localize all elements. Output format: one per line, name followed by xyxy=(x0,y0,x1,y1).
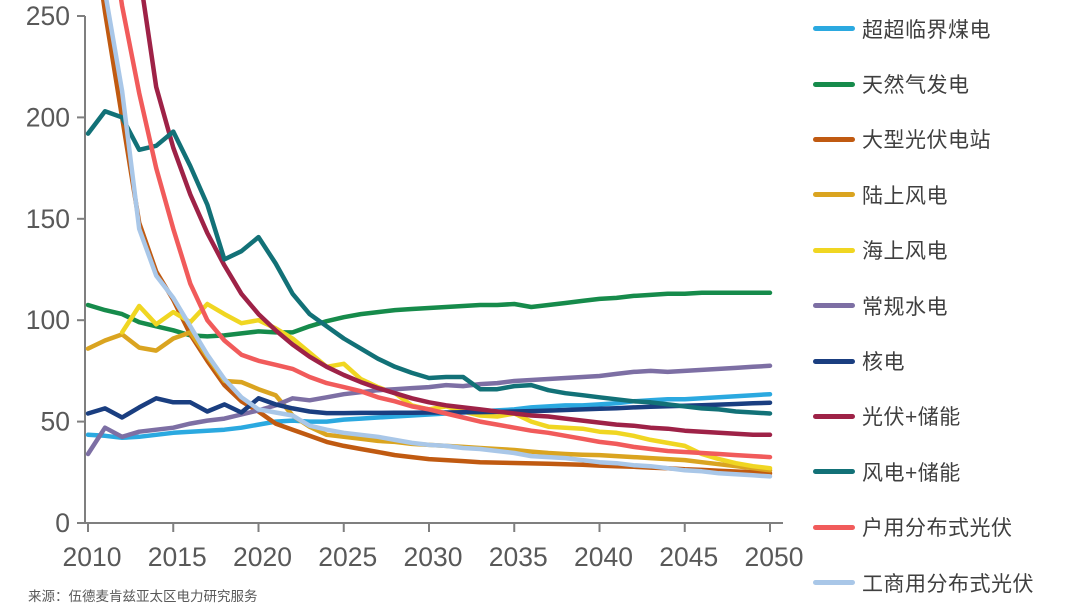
y-tick-label: 100 xyxy=(26,305,70,335)
legend-label: 常规水电 xyxy=(862,295,948,319)
legend-item-户用分布式光伏: 户用分布式光伏 xyxy=(813,500,1077,555)
legend-item-海上风电: 海上风电 xyxy=(813,223,1077,278)
legend-label: 海上风电 xyxy=(862,240,948,264)
legend-label: 超超临界煤电 xyxy=(862,18,991,42)
y-tick-label: 50 xyxy=(41,407,70,437)
x-tick-label: 2030 xyxy=(404,542,463,572)
chart-legend: 超超临界煤电 天然气发电大型光伏电站 陆上风电海上风电常规水电核电光伏+储能风电+储… xyxy=(813,1,1077,610)
tick-labels: 0 50 100 150 200 250 2010 2015 2020 2025 2030 2035 2… xyxy=(26,1,804,572)
legend-item-风电+储能: 风电+储能 xyxy=(813,444,1077,499)
legend-swatch-icon xyxy=(813,136,855,142)
source-note: 来源：伍德麦肯兹亚太区电力研究服务 xyxy=(28,589,258,604)
series-lines xyxy=(85,0,773,479)
y-tick-label: 150 xyxy=(26,204,70,234)
legend-swatch-icon xyxy=(813,580,855,586)
x-tick-label: 2050 xyxy=(745,542,804,572)
legend-swatch-icon xyxy=(813,247,855,253)
legend-label: 陆上风电 xyxy=(862,184,948,208)
series-line-风电+储能 xyxy=(85,109,773,416)
legend-label: 天然气发电 xyxy=(862,74,970,98)
series-line-天然气发电 xyxy=(85,290,773,339)
legend-swatch-icon xyxy=(813,469,855,475)
legend-label: 大型光伏电站 xyxy=(862,129,991,153)
x-tick-label: 2035 xyxy=(489,542,548,572)
legend-label: 工商用分布式光伏 xyxy=(862,572,1034,596)
legend-item-光伏+储能: 光伏+储能 xyxy=(813,389,1077,444)
series-line-工商用分布式光伏 xyxy=(104,0,773,479)
y-tick-label: 200 xyxy=(26,102,70,132)
legend-item-天然气发电: 天然气发电 xyxy=(813,56,1077,111)
x-tick-label: 2015 xyxy=(148,542,207,572)
series-line-光伏+储能 xyxy=(141,0,773,438)
series-line-核电 xyxy=(85,396,773,420)
legend-swatch-icon xyxy=(813,26,855,32)
legend-item-大型光伏电站: 大型光伏电站 xyxy=(813,112,1077,167)
legend-item-超超临界煤电: 超超临界煤电 xyxy=(813,1,1077,56)
legend-item-核电: 核电 xyxy=(813,333,1077,388)
x-tick-label: 2045 xyxy=(659,542,718,572)
legend-label: 户用分布式光伏 xyxy=(862,517,1013,541)
legend-label: 风电+储能 xyxy=(862,461,961,485)
series-line-户用分布式光伏 xyxy=(118,0,773,460)
y-tick-label: 250 xyxy=(26,1,70,31)
series-line-常规水电 xyxy=(85,363,773,457)
legend-swatch-icon xyxy=(813,192,855,198)
legend-item-陆上风电: 陆上风电 xyxy=(813,167,1077,222)
x-tick-label: 2020 xyxy=(233,542,292,572)
x-tick-label: 2025 xyxy=(318,542,377,572)
x-tick-label: 2040 xyxy=(574,542,633,572)
legend-label: 光伏+储能 xyxy=(862,406,961,430)
legend-swatch-icon xyxy=(813,303,855,309)
axes xyxy=(77,15,783,532)
x-tick-label: 2010 xyxy=(63,542,122,572)
legend-item-工商用分布式光伏: 工商用分布式光伏 xyxy=(813,555,1077,610)
legend-swatch-icon xyxy=(813,81,855,87)
legend-swatch-icon xyxy=(813,358,855,364)
legend-label: 核电 xyxy=(862,351,905,375)
legend-item-常规水电: 常规水电 xyxy=(813,278,1077,333)
legend-swatch-icon xyxy=(813,524,855,530)
legend-swatch-icon xyxy=(813,413,855,419)
y-tick-label: 0 xyxy=(55,508,70,538)
